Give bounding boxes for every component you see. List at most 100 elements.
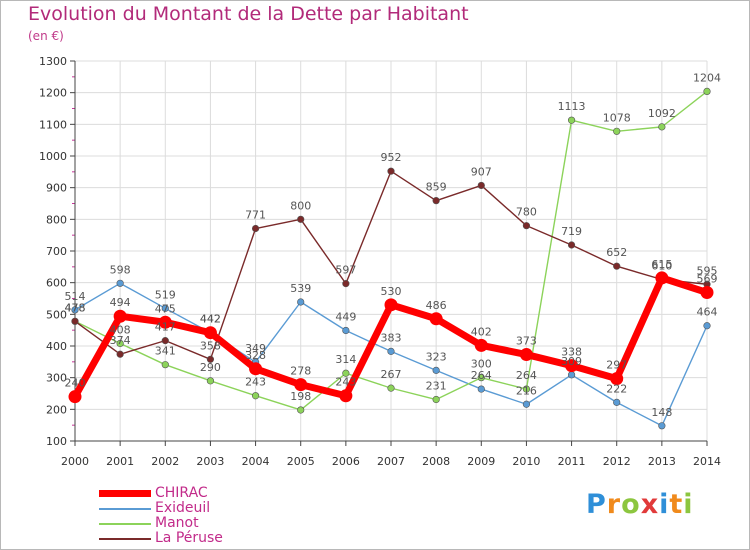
- data-label: 309: [561, 355, 582, 368]
- data-point: [474, 338, 488, 352]
- data-label: 216: [516, 384, 537, 397]
- x-tick-label: 2012: [603, 455, 631, 468]
- legend-label: Exideuil: [155, 500, 211, 516]
- x-tick-label: 2000: [61, 455, 89, 468]
- logo-letter: t: [669, 489, 684, 520]
- data-label: 539: [290, 282, 311, 295]
- data-point: [658, 123, 666, 131]
- data-point: [387, 347, 395, 355]
- data-label: 530: [381, 285, 402, 298]
- data-label: 1113: [558, 100, 586, 113]
- data-label: 486: [426, 299, 447, 312]
- proxiti-logo: Proxiti: [586, 489, 694, 520]
- data-point: [519, 348, 533, 362]
- data-label: 148: [651, 406, 672, 419]
- legend-swatch: [99, 522, 151, 525]
- data-label: 314: [335, 353, 356, 366]
- data-point: [251, 392, 260, 400]
- legend-label: CHIRAC: [155, 485, 208, 501]
- data-label: 408: [110, 323, 131, 336]
- data-label: 198: [290, 390, 311, 403]
- data-label: 464: [697, 306, 718, 319]
- data-label: 323: [426, 350, 447, 363]
- x-tick-label: 2008: [422, 455, 450, 468]
- data-point: [297, 406, 305, 414]
- data-point: [116, 339, 124, 348]
- data-label: 300: [471, 358, 492, 371]
- data-label: 278: [290, 365, 311, 378]
- data-point: [206, 377, 215, 385]
- data-point: [297, 215, 305, 223]
- x-tick-label: 2011: [558, 455, 586, 468]
- legend-swatch: [99, 490, 151, 497]
- data-point: [613, 262, 621, 270]
- data-point: [342, 369, 350, 377]
- legend-item: CHIRAC: [99, 486, 223, 501]
- data-label: 338: [561, 346, 582, 359]
- data-point: [68, 390, 82, 404]
- y-tick-label: 700: [46, 245, 67, 258]
- y-tick-label: 500: [46, 308, 67, 321]
- data-point: [339, 389, 353, 403]
- data-label: 243: [245, 376, 266, 389]
- data-point: [71, 317, 79, 325]
- data-label: 859: [426, 181, 447, 194]
- y-tick-label: 300: [46, 372, 67, 385]
- data-label: 478: [65, 301, 86, 314]
- legend-item: Exideuil: [99, 501, 223, 516]
- x-tick-label: 2013: [648, 455, 676, 468]
- data-label: 475: [155, 302, 176, 315]
- data-point: [477, 181, 485, 190]
- logo-letter: r: [606, 489, 622, 520]
- data-point: [249, 362, 263, 376]
- chart-title: Evolution du Montant de la Dette par Hab…: [28, 3, 469, 25]
- data-label: 264: [516, 369, 537, 382]
- data-label: 952: [381, 151, 402, 164]
- data-label: 328: [245, 349, 266, 362]
- data-label: 449: [335, 310, 356, 323]
- data-label: 780: [516, 206, 537, 219]
- data-point: [206, 355, 215, 363]
- data-label: 267: [381, 368, 402, 381]
- y-tick-label: 100: [46, 435, 67, 448]
- data-point: [429, 312, 443, 326]
- data-label: 598: [110, 263, 131, 276]
- data-label: 349: [245, 342, 266, 355]
- y-tick-label: 1000: [39, 150, 67, 163]
- data-label: 1078: [603, 111, 631, 124]
- data-label: 297: [606, 359, 627, 372]
- data-point: [703, 87, 711, 95]
- data-point: [161, 337, 169, 345]
- data-label: 341: [155, 345, 176, 358]
- data-label: 240: [65, 377, 86, 390]
- data-point: [703, 322, 711, 330]
- x-tick-label: 2003: [196, 455, 224, 468]
- chart-subtitle: (en €): [28, 29, 64, 43]
- logo-letter: P: [586, 489, 607, 520]
- data-label: 478: [65, 301, 86, 314]
- data-point: [613, 398, 621, 406]
- data-label: 442: [200, 313, 221, 326]
- data-label: 514: [65, 290, 86, 303]
- data-point: [567, 371, 576, 379]
- data-label: 597: [335, 264, 356, 277]
- y-tick-label: 1100: [39, 118, 67, 131]
- x-tick-label: 2007: [377, 455, 405, 468]
- x-tick-label: 2010: [512, 455, 540, 468]
- legend-item: La Péruse: [99, 531, 223, 546]
- data-point: [432, 197, 440, 205]
- y-tick-label: 200: [46, 403, 67, 416]
- data-label: 652: [606, 246, 627, 259]
- data-label: 610: [651, 260, 672, 273]
- data-point: [113, 309, 127, 323]
- x-tick-label: 2009: [467, 455, 495, 468]
- legend: CHIRAC Exideuil Manot La Péruse: [99, 486, 223, 546]
- x-tick-label: 2014: [693, 455, 721, 468]
- data-label: 383: [381, 331, 402, 344]
- data-label: 222: [606, 382, 627, 395]
- data-label: 494: [110, 296, 131, 309]
- data-label: 719: [561, 225, 582, 238]
- data-point: [522, 400, 531, 408]
